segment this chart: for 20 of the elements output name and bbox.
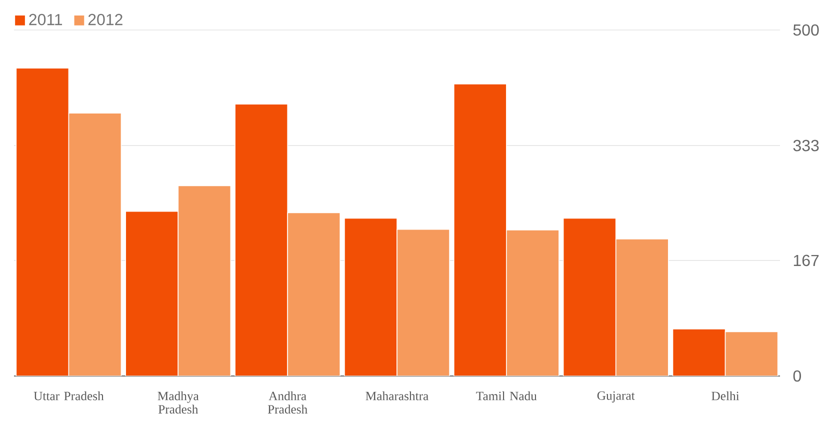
x-tick-label: Gujarat (597, 391, 635, 402)
bar (234, 104, 288, 376)
x-tick-label: Andhra Pradesh (268, 391, 308, 414)
x-tick-label: Tamil Nadu (476, 391, 537, 400)
y-tick-label: 0 (793, 370, 801, 382)
legend-label: 2012 (88, 14, 122, 26)
bar (454, 84, 507, 376)
x-tick-label: Madhya Pradesh (158, 391, 199, 414)
bar (125, 210, 179, 376)
legend-label: 2011 (29, 14, 62, 26)
bar (16, 68, 70, 376)
y-tick-label: 167 (794, 254, 819, 266)
y-tick-label: 500 (793, 24, 819, 36)
x-tick-label: Delhi (712, 391, 740, 400)
bar (344, 218, 398, 376)
bar (562, 218, 616, 376)
bar (672, 328, 726, 376)
y-tick-label: 333 (793, 140, 819, 152)
x-tick-label: Uttar Pradesh (34, 391, 104, 400)
x-tick-label: Maharashtra (366, 391, 428, 400)
